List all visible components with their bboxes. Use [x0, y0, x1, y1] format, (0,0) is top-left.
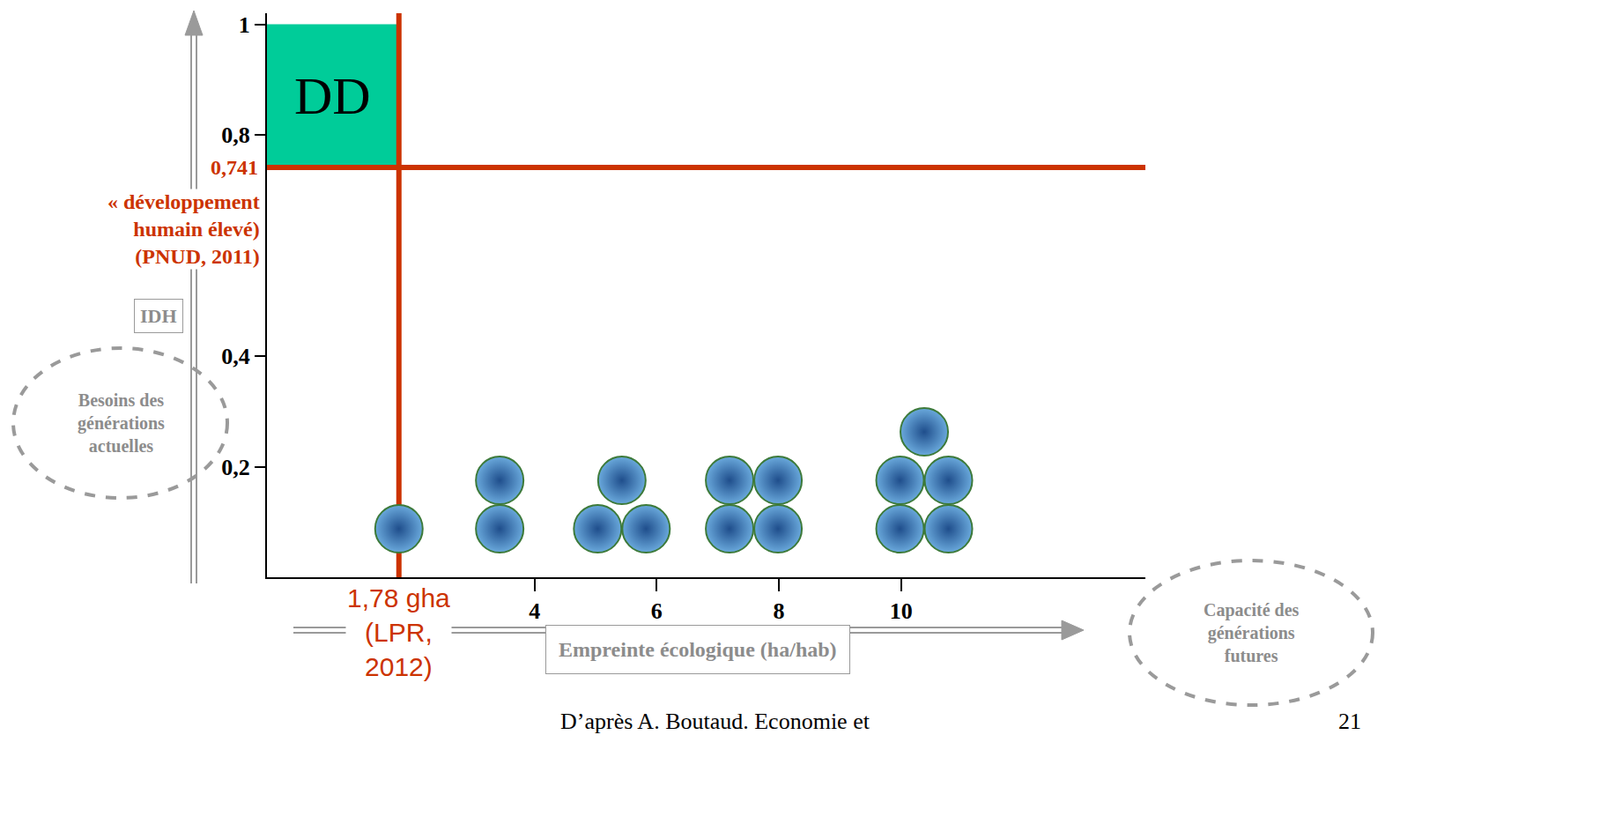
svg-text:IDH: IDH: [140, 304, 178, 327]
svg-text:6: 6: [651, 598, 663, 624]
svg-text:0,8: 0,8: [221, 122, 251, 149]
svg-text:Besoins desgénérationsactuelle: Besoins desgénérationsactuelles: [77, 390, 165, 456]
svg-text:1,78 gha(LPR,2012): 1,78 gha(LPR,2012): [347, 583, 451, 682]
svg-text:4: 4: [528, 598, 541, 624]
svg-text:Capacité desgénérationsfutures: Capacité desgénérationsfutures: [1203, 600, 1300, 666]
svg-text:D’après A. Boutaud. Economie e: D’après A. Boutaud. Economie et: [560, 708, 871, 734]
svg-text:10: 10: [889, 598, 913, 624]
svg-text:DD: DD: [294, 66, 371, 126]
svg-text:« développementhumain élevé)(P: « développementhumain élevé)(PNUD, 2011): [107, 190, 260, 268]
svg-text:Empreinte écologique (ha/hab): Empreinte écologique (ha/hab): [558, 637, 838, 661]
svg-text:0,741: 0,741: [210, 155, 259, 179]
svg-text:8: 8: [773, 598, 786, 624]
svg-text:1: 1: [238, 12, 251, 38]
svg-text:0,4: 0,4: [221, 343, 251, 370]
svg-text:0,2: 0,2: [221, 454, 251, 481]
svg-text:21: 21: [1338, 708, 1362, 734]
